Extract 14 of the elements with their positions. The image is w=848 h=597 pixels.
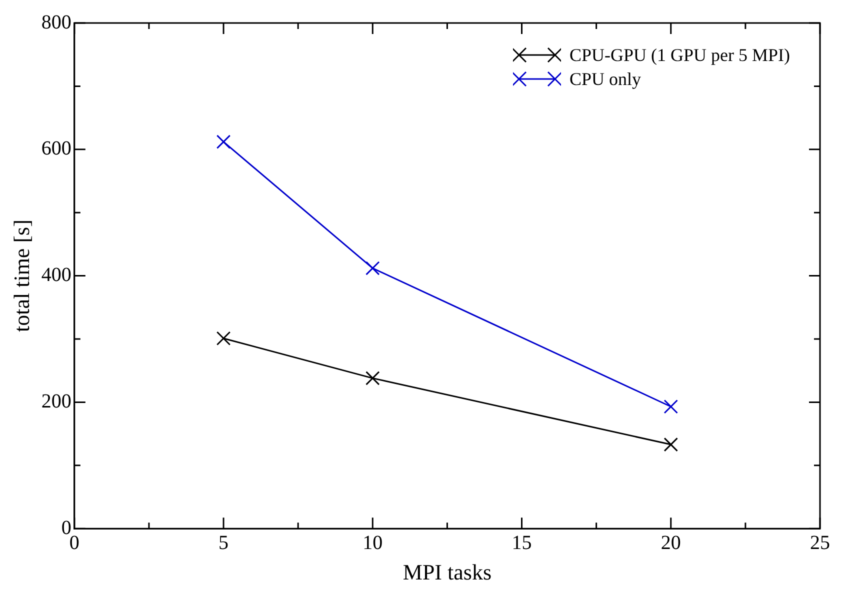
x-axis-title: MPI tasks	[402, 560, 492, 585]
y-axis-title: total time [s]	[8, 220, 34, 332]
x-tick-label: 20	[660, 532, 681, 554]
y-tick-label: 400	[41, 264, 72, 286]
x-tick-label: 25	[810, 532, 830, 554]
y-tick-label: 200	[41, 390, 72, 412]
x-tick-label: 10	[362, 532, 383, 554]
legend-label: CPU-GPU (1 GPU per 5 MPI)	[569, 44, 790, 67]
y-tick-label: 600	[41, 138, 72, 160]
x-tick-label: 15	[512, 532, 532, 554]
legend-label: CPU only	[569, 68, 642, 91]
y-tick-label: 800	[41, 11, 72, 34]
y-tick-label: 0	[61, 516, 72, 539]
x-tick-label: 5	[218, 532, 229, 554]
